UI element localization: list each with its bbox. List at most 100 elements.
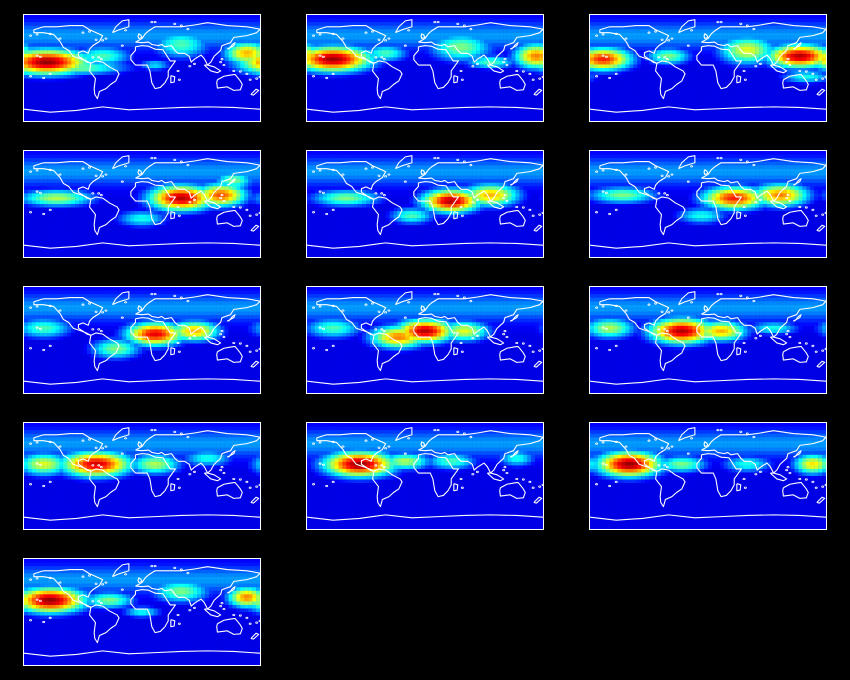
island-6	[102, 40, 104, 41]
coastline-3	[131, 182, 176, 225]
island-30	[319, 191, 321, 192]
island-25	[246, 345, 248, 346]
island-22	[221, 466, 223, 467]
coastline-4	[701, 431, 826, 473]
coastline-1	[317, 26, 386, 64]
coastlines	[590, 292, 826, 384]
island-17	[740, 23, 742, 24]
island-3	[49, 33, 51, 34]
map-panel-12	[589, 422, 827, 530]
coastline-10	[138, 170, 142, 175]
coastline-11	[171, 76, 175, 83]
coastline-12	[251, 633, 259, 639]
island-7	[671, 446, 673, 447]
island-26	[249, 623, 251, 624]
island-15	[434, 21, 436, 22]
island-5	[378, 175, 380, 176]
island-16	[720, 21, 722, 22]
island-18	[180, 161, 182, 162]
island-37	[615, 345, 617, 346]
island-35	[460, 70, 462, 71]
island-21	[789, 200, 791, 201]
coastline-4	[135, 159, 260, 201]
island-26	[249, 79, 251, 80]
island-5	[378, 311, 380, 312]
island-16	[437, 429, 439, 430]
island-22	[221, 58, 223, 59]
island-2	[36, 170, 38, 171]
island-27	[256, 78, 258, 79]
island-37	[49, 345, 51, 346]
island-1	[30, 35, 32, 36]
coastline-8	[487, 473, 503, 481]
island-14	[125, 166, 127, 167]
island-34	[178, 79, 180, 80]
island-21	[223, 472, 225, 473]
island-10	[92, 57, 94, 58]
island-32	[193, 199, 195, 200]
coastline-4	[701, 295, 826, 337]
island-6	[668, 448, 670, 449]
island-19	[187, 28, 189, 29]
island-4	[59, 446, 61, 447]
island-23	[799, 70, 801, 71]
island-29	[609, 213, 611, 214]
island-9	[372, 303, 374, 304]
island-12	[383, 58, 385, 59]
coastline-9	[227, 587, 235, 593]
island-37	[332, 209, 334, 210]
island-18	[463, 433, 465, 434]
island-6	[385, 176, 387, 177]
coastline-9	[510, 43, 518, 49]
island-3	[49, 577, 51, 578]
island-37	[332, 481, 334, 482]
island-4	[59, 310, 61, 311]
island-23	[233, 342, 235, 343]
coastline-10	[138, 578, 142, 583]
coastlines	[24, 20, 260, 112]
heatmap-field	[24, 559, 260, 665]
coastline-12	[817, 89, 825, 95]
island-32	[476, 63, 478, 64]
island-25	[529, 209, 531, 210]
island-11	[98, 329, 100, 330]
coastlines	[24, 156, 260, 248]
island-29	[43, 621, 45, 622]
coastline-9	[227, 451, 235, 457]
island-1	[30, 579, 32, 580]
coastline-2	[90, 197, 120, 235]
coastline-7	[307, 107, 543, 112]
island-1	[596, 307, 598, 308]
coastline-7	[590, 515, 826, 520]
island-16	[437, 157, 439, 158]
island-12	[100, 194, 102, 195]
coastline-7	[24, 107, 260, 112]
coastline-4	[418, 295, 543, 337]
island-7	[388, 174, 390, 175]
island-31	[39, 192, 41, 193]
island-8	[82, 440, 84, 441]
island-27	[256, 214, 258, 215]
map-panel-svg	[590, 423, 826, 529]
island-10	[92, 601, 94, 602]
coastline-3	[697, 318, 742, 361]
coastline-1	[34, 434, 103, 472]
island-8	[82, 168, 84, 169]
island-27	[256, 486, 258, 487]
island-19	[187, 300, 189, 301]
map-panel-2	[306, 14, 544, 122]
island-30	[319, 463, 321, 464]
island-17	[174, 295, 176, 296]
coastline-6	[113, 564, 129, 577]
island-10	[375, 465, 377, 466]
map-panel-svg	[24, 559, 260, 665]
island-18	[746, 25, 748, 26]
coastline-6	[679, 156, 695, 169]
island-13	[121, 589, 123, 590]
island-25	[529, 481, 531, 482]
island-1	[30, 171, 32, 172]
island-16	[437, 293, 439, 294]
island-36	[30, 212, 32, 213]
island-24	[522, 207, 524, 208]
island-15	[151, 429, 153, 430]
